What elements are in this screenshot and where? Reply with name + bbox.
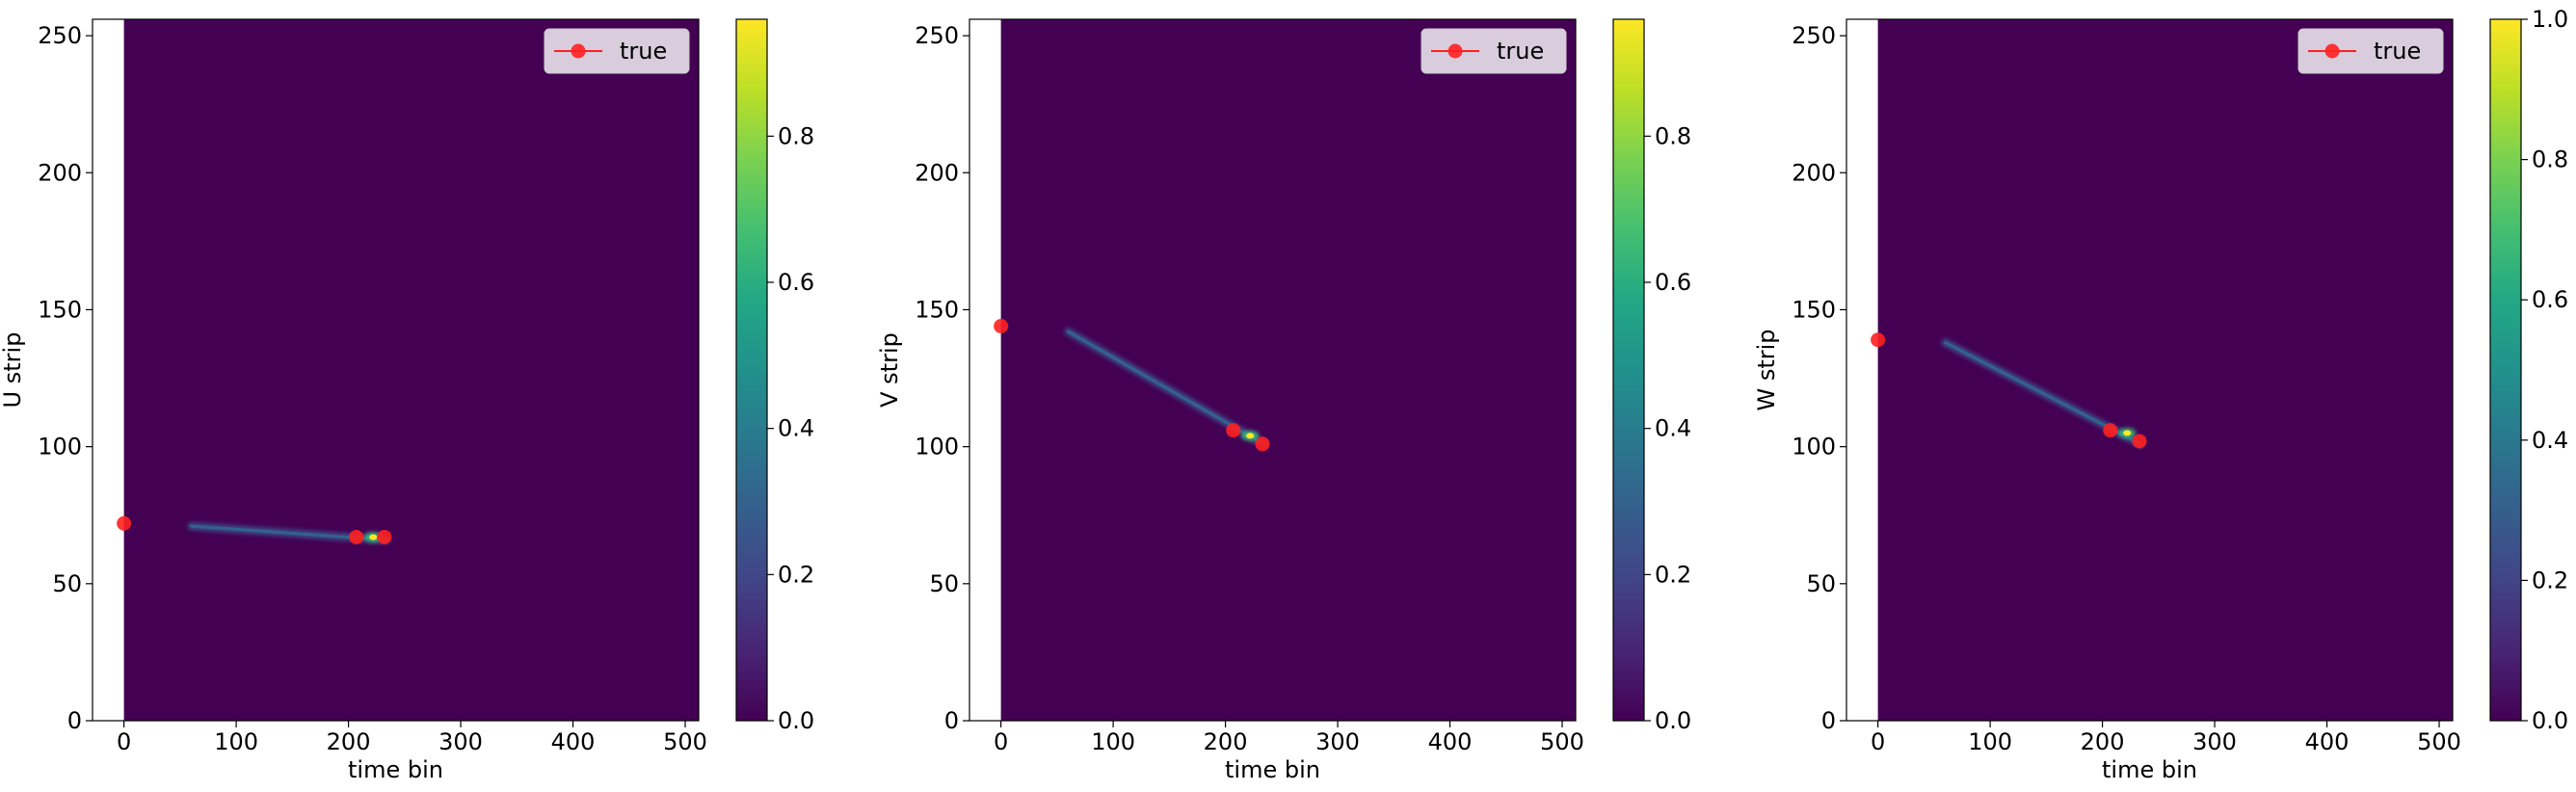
heatmap-image xyxy=(1000,19,1576,721)
y-tick-label: 100 xyxy=(38,434,82,461)
true-marker xyxy=(1871,332,1886,348)
true-marker xyxy=(2132,434,2147,449)
x-tick-label: 100 xyxy=(1968,728,2012,755)
true-marker xyxy=(1226,423,1241,438)
legend: true xyxy=(544,28,690,74)
true-marker xyxy=(117,515,132,531)
x-tick-label: 100 xyxy=(1091,728,1135,755)
y-tick-label: 0 xyxy=(944,707,959,734)
colorbar-gradient xyxy=(1612,18,1645,722)
colorbar: 0.0 0.2 0.4 0.6 0.8 xyxy=(735,18,814,734)
y-tick-label: 50 xyxy=(52,570,82,597)
legend-box xyxy=(1421,28,1567,74)
x-tick-label: 200 xyxy=(327,728,371,755)
x-tick-label: 500 xyxy=(1540,728,1584,755)
colorbar: 0.0 0.2 0.4 0.6 0.8 xyxy=(1612,18,1691,734)
y-tick-label: 250 xyxy=(1792,22,1836,49)
y-tick-label: 250 xyxy=(915,22,959,49)
axes-frame xyxy=(92,18,700,722)
legend: true xyxy=(2297,28,2444,74)
legend-marker xyxy=(1447,43,1463,59)
legend-marker xyxy=(2324,43,2340,59)
colorbar-tick-label: 0.6 xyxy=(1655,269,1691,296)
y-tick-label: 200 xyxy=(1792,159,1836,186)
legend-marker xyxy=(571,43,586,59)
x-axis-label: time bin xyxy=(2102,756,2197,783)
track-peak xyxy=(2123,430,2132,436)
y-tick-label: 50 xyxy=(1806,570,1836,597)
colorbar-tick-label: 0.8 xyxy=(1655,122,1691,149)
y-tick-label: 0 xyxy=(1821,707,1836,734)
x-tick-label: 400 xyxy=(2305,728,2350,755)
legend-label: true xyxy=(620,38,667,65)
x-tick-label: 400 xyxy=(1428,728,1473,755)
colorbar-tick-label: 0.8 xyxy=(2532,146,2568,173)
y-axis-label: V strip xyxy=(876,332,903,408)
x-tick-label: 200 xyxy=(1204,728,1248,755)
y-tick-label: 50 xyxy=(929,570,959,597)
y-tick-label: 150 xyxy=(1792,296,1836,323)
legend: true xyxy=(1421,28,1567,74)
colorbar-tick-label: 0.6 xyxy=(2532,286,2568,313)
heatmap-image xyxy=(123,19,700,721)
y-tick-label: 100 xyxy=(1792,434,1836,461)
colorbar-tick-label: 0.2 xyxy=(2532,567,2568,594)
x-tick-label: 100 xyxy=(214,728,258,755)
true-marker xyxy=(377,529,392,544)
heatmap-image xyxy=(1877,19,2453,721)
y-tick-label: 0 xyxy=(67,707,82,734)
legend-label: true xyxy=(1497,38,1544,65)
x-tick-label: 300 xyxy=(438,728,483,755)
y-tick-label: 250 xyxy=(38,22,82,49)
axes-frame xyxy=(1846,18,2454,722)
colorbar-tick-label: 0.4 xyxy=(1655,415,1691,442)
x-tick-label: 0 xyxy=(1871,728,1885,755)
true-marker xyxy=(1255,436,1270,452)
axes-frame xyxy=(969,18,1577,722)
x-tick-label: 0 xyxy=(994,728,1008,755)
legend-box xyxy=(544,28,690,74)
panel-2: 0 100 200 300 400 500 0 50 100 150 200 250 time bin V… xyxy=(876,18,1691,783)
true-marker xyxy=(2103,423,2118,438)
colorbar: 0.0 0.2 0.4 0.6 0.8 1.0 xyxy=(2489,6,2568,734)
y-axis-label: W strip xyxy=(1753,329,1780,410)
legend-label: true xyxy=(2374,38,2421,65)
colorbar-tick-label: 0.2 xyxy=(778,561,814,588)
y-tick-label: 100 xyxy=(915,434,959,461)
colorbar-gradient xyxy=(2489,18,2522,722)
legend-box xyxy=(2297,28,2444,74)
colorbar-tick-label: 0.2 xyxy=(1655,561,1691,588)
y-tick-label: 150 xyxy=(38,296,82,323)
track-peak xyxy=(1246,433,1255,439)
panel-3: 0 100 200 300 400 500 0 50 100 150 200 250 time bin W… xyxy=(1753,6,2568,783)
track-peak xyxy=(369,534,378,541)
colorbar-tick-label: 0.4 xyxy=(2532,427,2568,454)
panel-1: 0 100 200 300 400 500 0 50 100 150 200 250 time bin U… xyxy=(0,18,814,783)
true-marker xyxy=(349,529,364,544)
y-axis-label: U strip xyxy=(0,332,26,409)
colorbar-gradient xyxy=(735,18,768,722)
colorbar-tick-label: 0.0 xyxy=(778,707,814,734)
x-tick-label: 500 xyxy=(663,728,707,755)
true-marker xyxy=(994,319,1009,333)
x-tick-label: 500 xyxy=(2417,728,2461,755)
colorbar-tick-label: 0.4 xyxy=(778,415,814,442)
colorbar-tick-label: 1.0 xyxy=(2532,6,2568,33)
x-tick-label: 200 xyxy=(2081,728,2125,755)
x-axis-label: time bin xyxy=(348,756,443,783)
x-tick-label: 300 xyxy=(1315,728,1360,755)
y-tick-label: 200 xyxy=(915,159,959,186)
x-tick-label: 400 xyxy=(551,728,596,755)
colorbar-tick-label: 0.8 xyxy=(778,122,814,149)
x-tick-label: 0 xyxy=(117,728,131,755)
x-axis-label: time bin xyxy=(1225,756,1320,783)
y-tick-label: 150 xyxy=(915,296,959,323)
colorbar-tick-label: 0.0 xyxy=(2532,707,2568,734)
colorbar-tick-label: 0.6 xyxy=(778,269,814,296)
x-tick-label: 300 xyxy=(2192,728,2237,755)
y-tick-label: 200 xyxy=(38,159,82,186)
colorbar-tick-label: 0.0 xyxy=(1655,707,1691,734)
